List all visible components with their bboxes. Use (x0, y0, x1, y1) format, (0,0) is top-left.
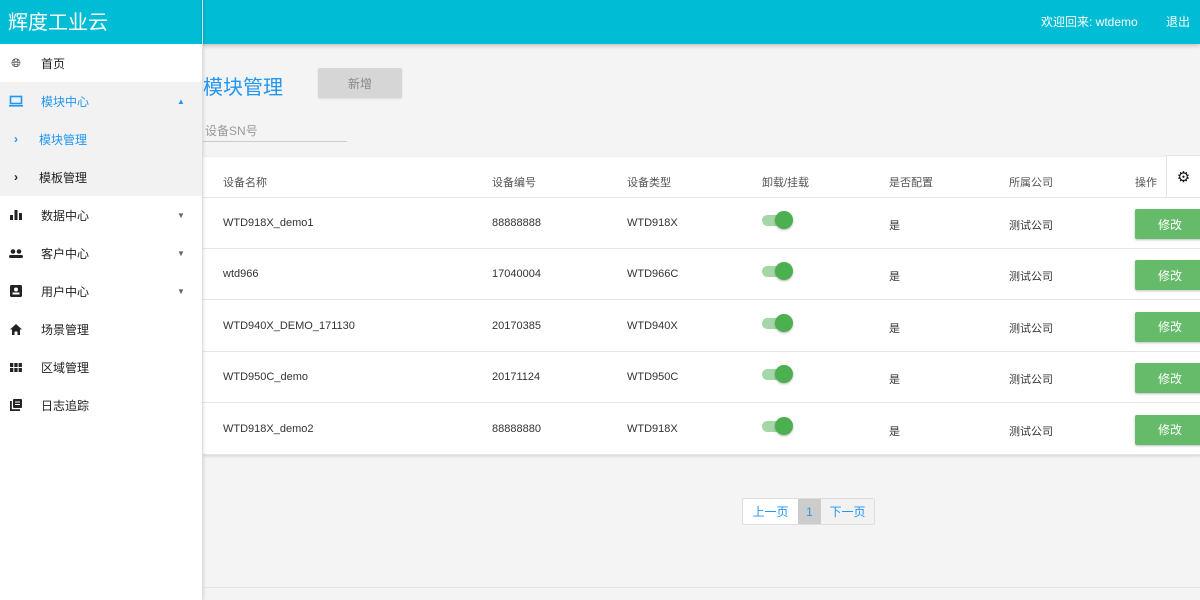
sidebar-item-label: 首页 (41, 56, 66, 71)
sidebar-item-label: 模块中心 (41, 94, 90, 109)
sidebar: 辉度工业云 🌐︎ 首页 模块中心 ▲ › 模块管理 › 模板管理 数据中心 ▼ … (0, 0, 203, 600)
company-name: 测试公司 (1009, 322, 1053, 335)
configured-value: 是 (889, 220, 900, 232)
configured-value: 是 (889, 271, 900, 284)
sidebar-item-label: 数据中心 (41, 208, 90, 223)
column-header-type: 设备类型 (627, 177, 671, 189)
footer-divider (203, 587, 1200, 588)
device-type: WTD940X (627, 319, 678, 332)
sidebar-item-home[interactable]: 🌐︎ 首页 (0, 44, 202, 82)
library-books-icon (9, 398, 23, 412)
laptop-icon (9, 94, 23, 108)
mount-toggle[interactable] (762, 313, 793, 333)
sidebar-item-customer-center[interactable]: 客户中心 ▼ (0, 234, 202, 272)
device-name: WTD950C_demo (223, 371, 308, 384)
grid-icon (9, 360, 23, 374)
column-header-name: 设备名称 (223, 177, 267, 189)
column-header-code: 设备编号 (492, 177, 536, 189)
device-name: WTD940X_DEMO_171130 (223, 319, 355, 332)
company-name: 测试公司 (1009, 425, 1053, 438)
device-code: 20171124 (492, 371, 541, 384)
chevron-right-icon: › (14, 170, 18, 184)
chevron-down-icon: ▼ (177, 210, 185, 220)
table-row: WTD950C_demo 20171124 WTD950C 是 测试公司 修改 (203, 352, 1200, 404)
device-name: WTD918X_demo1 (223, 217, 314, 229)
globe-icon: 🌐︎ (11, 55, 21, 70)
mount-toggle[interactable] (762, 364, 793, 384)
sidebar-item-label: 日志追踪 (41, 398, 90, 413)
sidebar-item-area-management[interactable]: 区域管理 (0, 348, 202, 386)
mount-toggle[interactable] (762, 210, 793, 230)
device-type: WTD918X (627, 217, 678, 229)
table-row: WTD918X_demo2 88888880 WTD918X 是 测试公司 修改 (203, 404, 1200, 455)
device-code: 17040004 (492, 268, 541, 281)
device-type: WTD918X (627, 422, 678, 435)
configured-value: 是 (889, 322, 900, 335)
device-sn-search-input[interactable] (203, 120, 347, 142)
pagination: 上一页 1 下一页 (742, 498, 875, 525)
edit-button[interactable]: 修改 (1135, 414, 1200, 445)
sidebar-item-module-center[interactable]: 模块中心 ▲ (0, 82, 202, 120)
bar-chart-icon (9, 208, 23, 222)
table-row: wtd966 17040004 WTD966C 是 测试公司 修改 (203, 249, 1200, 301)
next-page-button[interactable]: 下一页 (821, 499, 874, 524)
mount-toggle[interactable] (762, 416, 793, 436)
chevron-right-icon: › (14, 132, 18, 146)
edit-button[interactable]: 修改 (1135, 363, 1200, 394)
sidebar-item-label: 用户中心 (41, 284, 90, 299)
device-code: 88888880 (492, 422, 541, 435)
sidebar-item-log-tracking[interactable]: 日志追踪 (0, 386, 202, 424)
configured-value: 是 (889, 425, 900, 438)
company-name: 测试公司 (1009, 220, 1053, 232)
device-table: 设备名称 设备编号 设备类型 卸载/挂载 是否配置 所属公司 操作 WTD918… (203, 157, 1200, 455)
device-code: 20170385 (492, 319, 541, 332)
contact-card-icon (9, 284, 23, 298)
sidebar-item-scene-management[interactable]: 场景管理 (0, 310, 202, 348)
company-name: 测试公司 (1009, 374, 1053, 387)
sidebar-item-template-management[interactable]: › 模板管理 (0, 158, 202, 196)
sidebar-item-label: 场景管理 (41, 322, 90, 337)
mount-toggle[interactable] (762, 261, 793, 281)
people-icon (9, 246, 23, 260)
company-name: 测试公司 (1009, 271, 1053, 284)
prev-page-button[interactable]: 上一页 (752, 505, 789, 519)
device-name: WTD918X_demo2 (223, 422, 314, 435)
device-code: 88888888 (492, 217, 541, 229)
chevron-down-icon: ▼ (177, 286, 185, 296)
edit-button[interactable]: 修改 (1135, 311, 1200, 342)
page-1-button[interactable]: 1 (798, 499, 821, 524)
table-header-row: 设备名称 设备编号 设备类型 卸载/挂载 是否配置 所属公司 操作 (203, 157, 1200, 198)
edit-button[interactable]: 修改 (1135, 260, 1200, 291)
sidebar-item-label: 模块管理 (39, 132, 88, 147)
sidebar-item-user-center[interactable]: 用户中心 ▼ (0, 272, 202, 310)
configured-value: 是 (889, 374, 900, 387)
table-row: WTD940X_DEMO_171130 20170385 WTD940X 是 测… (203, 301, 1200, 352)
sidebar-item-data-center[interactable]: 数据中心 ▼ (0, 196, 202, 234)
column-header-action: 操作 (1135, 177, 1157, 189)
sidebar-item-label: 模板管理 (39, 170, 88, 185)
home-icon (9, 322, 23, 336)
chevron-down-icon: ▼ (177, 248, 185, 258)
chevron-up-icon: ▲ (177, 96, 185, 106)
device-name: wtd966 (223, 268, 259, 281)
sidebar-item-module-management[interactable]: › 模块管理 (0, 120, 202, 158)
brand-logo[interactable]: 辉度工业云 (0, 0, 202, 44)
settings-gear-icon[interactable]: ⚙ (1166, 155, 1200, 198)
logout-link[interactable]: 退出 (1166, 15, 1191, 29)
device-type: WTD966C (627, 268, 679, 281)
edit-button[interactable]: 修改 (1135, 209, 1200, 239)
table-row: WTD918X_demo1 88888888 WTD918X 是 测试公司 修改 (203, 198, 1200, 249)
welcome-text: 欢迎回来: wtdemo (1041, 15, 1138, 29)
sidebar-item-label: 客户中心 (41, 246, 90, 261)
column-header-mount: 卸载/挂载 (762, 177, 810, 189)
sidebar-item-label: 区域管理 (41, 360, 90, 375)
column-header-configured: 是否配置 (889, 177, 933, 189)
device-type: WTD950C (627, 371, 679, 384)
add-button[interactable]: 新增 (318, 68, 402, 98)
column-header-company: 所属公司 (1009, 177, 1053, 189)
page-title: 模块管理 (203, 77, 283, 99)
